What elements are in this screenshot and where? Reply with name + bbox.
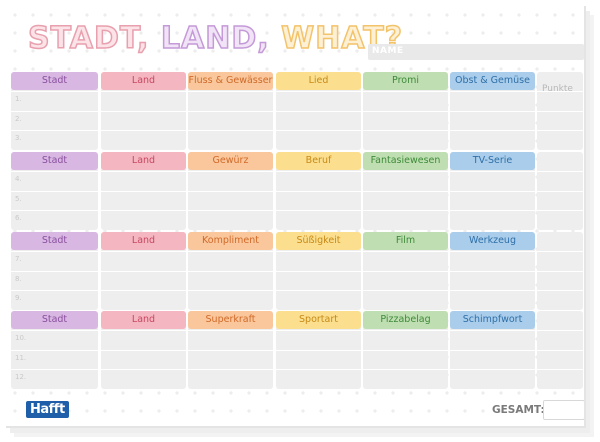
row-separator [11,251,583,252]
row-number: 8. [15,274,22,283]
row-separator [11,190,583,192]
category-header: Film [363,232,448,250]
category-header: Land [101,72,186,90]
row-number: 12. [15,373,27,381]
category-header: Land [101,311,186,329]
name-label: NAME [372,46,404,56]
category-header: Fantasiewesen [363,152,448,170]
category-header: Schimpfwort [450,311,535,329]
row-separator [11,110,583,112]
row-number: 2. [15,114,22,123]
category-header: Gewürz [188,152,273,170]
punkte-header: Punkte [542,84,573,94]
row-number: 5. [15,194,22,203]
gesamt-label: GESAMT: [492,404,545,416]
category-header: TV-Serie [450,152,535,170]
row-separator [11,270,583,272]
game-sheet: STADT, LAND, WHAT? NAME Stadt Land Fluss &… [6,6,586,428]
category-header: Beruf [276,152,361,170]
category-header: Lied [276,72,361,90]
row-separator [11,210,583,211]
row-number: 1. [15,95,22,103]
gesamt-field[interactable] [543,400,584,420]
category-header: Obst & Gemüse [450,72,535,90]
title-part-2: LAND, [160,21,270,56]
category-header: Superkraft [188,311,273,329]
category-header: Stadt [11,232,98,250]
row-separator [11,91,583,92]
row-number: 10. [15,334,27,342]
row-number: 7. [15,255,22,263]
category-header: Promi [363,72,448,90]
category-header: Stadt [11,311,98,329]
row-separator [11,130,583,131]
row-separator [11,171,583,172]
row-separator [11,330,583,331]
category-header: Land [101,232,186,250]
category-header: Werkzeug [450,232,535,250]
category-header: Stadt [11,72,98,90]
category-header: Stadt [11,152,98,170]
row-number: 4. [15,175,22,183]
title-part-1: STADT, [27,21,150,56]
name-field[interactable]: NAME [368,44,584,60]
row-number: 6. [15,214,22,222]
category-header: Kompliment [188,232,273,250]
category-header: Sportart [276,311,361,329]
row-number: 11. [15,353,27,362]
category-header: Pizzabelag [363,311,448,329]
game-title: STADT, LAND, WHAT? [27,21,403,56]
hafft-logo: Hafft [26,401,69,418]
row-separator [11,349,583,351]
category-header: Fluss & Gewässer [188,72,273,90]
row-separator [11,369,583,370]
row-number: 3. [15,134,22,142]
row-number: 9. [15,294,22,302]
row-separator [11,290,583,291]
category-header: Land [101,152,186,170]
category-header: Süßigkeit [276,232,361,250]
